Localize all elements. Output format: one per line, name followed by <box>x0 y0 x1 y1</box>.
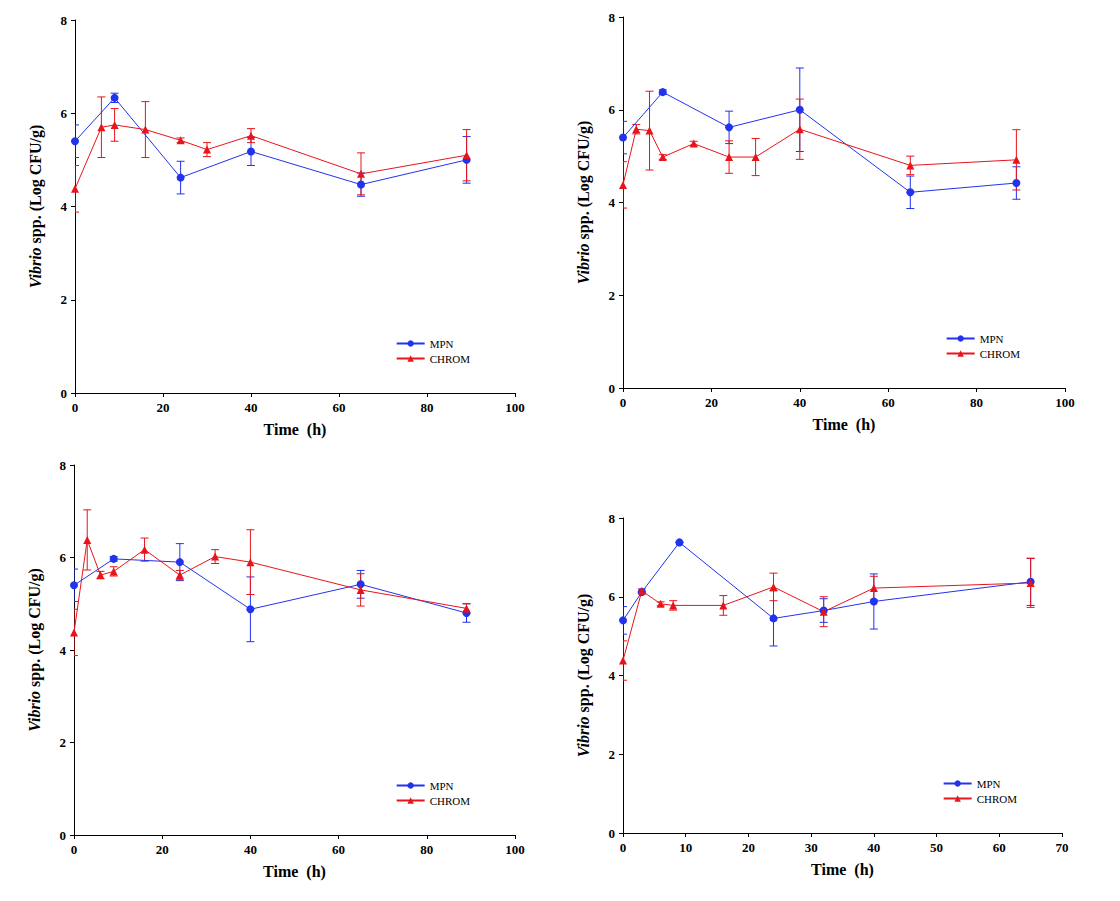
svg-text:2: 2 <box>609 747 616 762</box>
svg-text:20: 20 <box>157 400 170 415</box>
svg-text:6: 6 <box>60 550 67 565</box>
svg-text:Time (h): Time (h) <box>263 863 326 881</box>
svg-text:0: 0 <box>620 840 627 855</box>
svg-text:10: 10 <box>679 840 692 855</box>
svg-text:2: 2 <box>60 735 67 750</box>
svg-text:8: 8 <box>609 10 616 25</box>
svg-text:8: 8 <box>60 458 67 473</box>
svg-text:MPN: MPN <box>980 333 1004 345</box>
svg-text:4: 4 <box>609 668 616 683</box>
svg-text:60: 60 <box>332 842 345 857</box>
svg-text:Vibrio: Vibrio <box>575 243 592 284</box>
svg-text:8: 8 <box>609 511 616 526</box>
svg-text:0: 0 <box>71 842 78 857</box>
svg-text:6: 6 <box>61 106 68 121</box>
svg-text:100: 100 <box>505 842 525 857</box>
svg-text:MPN: MPN <box>430 780 454 792</box>
svg-text:0: 0 <box>60 828 67 843</box>
svg-text:4: 4 <box>60 643 67 658</box>
svg-text:Vibrio: Vibrio <box>575 716 592 757</box>
svg-text:0: 0 <box>609 826 616 841</box>
svg-text:MPN: MPN <box>430 338 454 350</box>
svg-text:spp. (Log CFU/g): spp. (Log CFU/g) <box>575 121 593 244</box>
svg-text:60: 60 <box>882 395 895 410</box>
svg-text:Time (h): Time (h) <box>811 861 874 879</box>
svg-text:6: 6 <box>609 589 616 604</box>
svg-text:8: 8 <box>61 13 68 28</box>
svg-text:20: 20 <box>705 395 718 410</box>
svg-text:30: 30 <box>805 840 818 855</box>
svg-text:100: 100 <box>1055 395 1075 410</box>
svg-text:50: 50 <box>930 840 943 855</box>
svg-text:MPN: MPN <box>977 778 1001 790</box>
svg-text:6: 6 <box>609 102 616 117</box>
svg-text:20: 20 <box>742 840 755 855</box>
svg-text:Time (h): Time (h) <box>813 416 876 434</box>
svg-text:4: 4 <box>609 195 616 210</box>
svg-text:20: 20 <box>156 842 169 857</box>
svg-text:80: 80 <box>421 400 434 415</box>
svg-text:CHROM: CHROM <box>430 795 471 807</box>
svg-text:0: 0 <box>609 381 616 396</box>
svg-text:4: 4 <box>61 199 68 214</box>
svg-text:2: 2 <box>61 292 68 307</box>
svg-text:Vibrio: Vibrio <box>26 691 43 732</box>
svg-text:0: 0 <box>72 400 79 415</box>
svg-text:CHROM: CHROM <box>980 348 1021 360</box>
svg-text:Time (h): Time (h) <box>264 421 327 439</box>
svg-text:2: 2 <box>609 288 616 303</box>
svg-text:100: 100 <box>505 400 525 415</box>
svg-text:spp. (Log CFU/g): spp. (Log CFU/g) <box>575 594 593 717</box>
svg-text:80: 80 <box>970 395 983 410</box>
svg-text:40: 40 <box>793 395 806 410</box>
svg-text:60: 60 <box>993 840 1006 855</box>
svg-text:80: 80 <box>420 842 433 857</box>
svg-text:CHROM: CHROM <box>430 353 471 365</box>
svg-text:0: 0 <box>61 386 68 401</box>
svg-text:40: 40 <box>244 842 257 857</box>
svg-text:70: 70 <box>1056 840 1069 855</box>
svg-text:spp. (Log CFU/g): spp. (Log CFU/g) <box>26 568 44 691</box>
svg-text:0: 0 <box>620 395 627 410</box>
svg-text:40: 40 <box>245 400 258 415</box>
svg-text:CHROM: CHROM <box>977 793 1018 805</box>
svg-text:40: 40 <box>867 840 880 855</box>
svg-text:60: 60 <box>333 400 346 415</box>
svg-text:spp. (Log CFU/g): spp. (Log CFU/g) <box>27 125 45 248</box>
svg-text:Vibrio: Vibrio <box>27 247 44 288</box>
